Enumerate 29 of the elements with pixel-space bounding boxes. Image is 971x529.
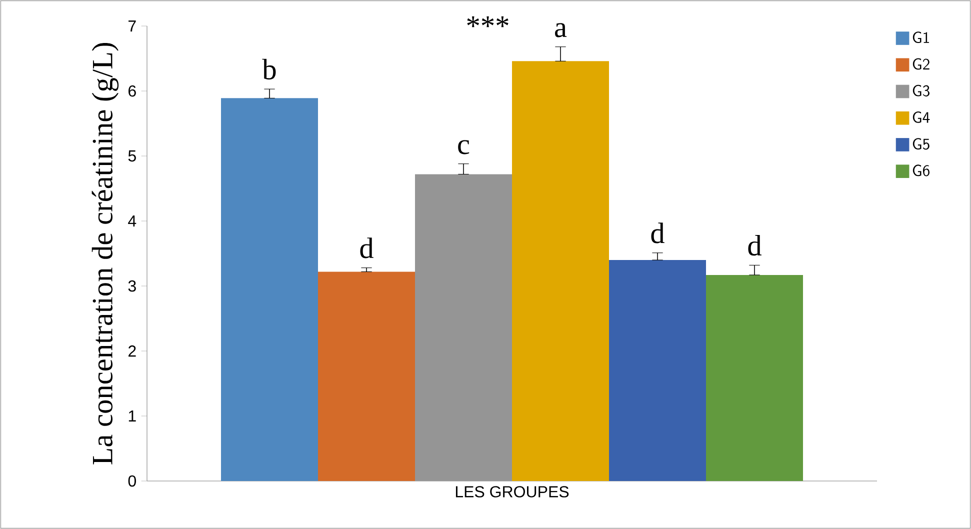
y-tick-label: 3 bbox=[128, 280, 136, 292]
y-axis-title: La concentration de créatinine (g/L) bbox=[92, 42, 119, 464]
bar bbox=[512, 61, 610, 481]
annotation: a bbox=[555, 23, 567, 38]
annotation: d bbox=[651, 222, 664, 244]
bar bbox=[221, 98, 318, 481]
annotation: b bbox=[262, 58, 276, 80]
y-tick-label: 7 bbox=[128, 20, 136, 32]
legend-label: G4 bbox=[912, 111, 930, 123]
annotation: d bbox=[360, 238, 374, 258]
y-tick-label: 1 bbox=[128, 410, 136, 422]
bar bbox=[415, 174, 512, 481]
legend-label: G3 bbox=[912, 84, 930, 96]
y-tick-label: 6 bbox=[128, 85, 136, 97]
annotation: c bbox=[458, 140, 470, 154]
y-tick-label: 4 bbox=[128, 216, 136, 227]
legend-label: G5 bbox=[912, 138, 930, 150]
annotation: d bbox=[748, 234, 762, 256]
legend-label: G1 bbox=[912, 32, 929, 44]
bar bbox=[609, 260, 706, 481]
y-tick-label: 0 bbox=[128, 475, 136, 487]
y-tick-label: 2 bbox=[128, 345, 136, 357]
legend-label: G2 bbox=[912, 58, 930, 70]
legend-label: G6 bbox=[912, 164, 930, 176]
annotation: *** bbox=[467, 16, 508, 28]
bar bbox=[706, 274, 804, 481]
y-tick-label: 5 bbox=[128, 150, 136, 162]
bar bbox=[318, 272, 416, 481]
x-axis-title: LES GROUPES bbox=[456, 486, 569, 498]
